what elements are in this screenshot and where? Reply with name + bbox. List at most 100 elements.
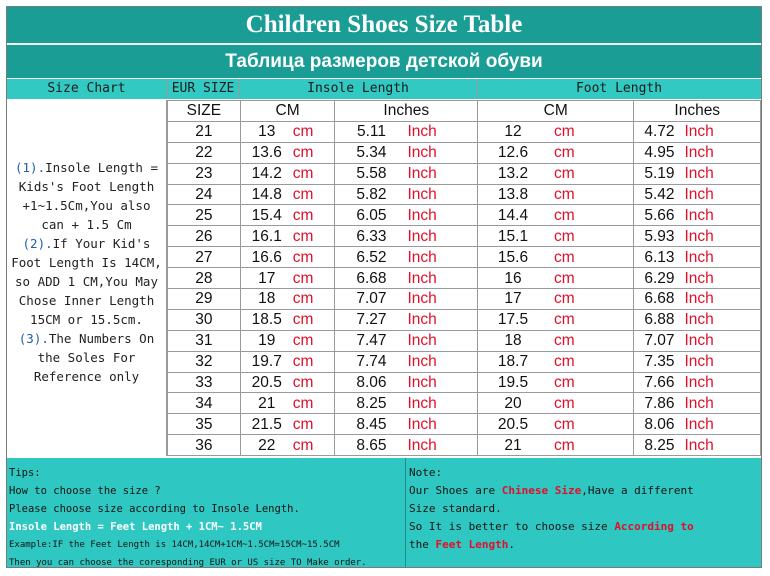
foot-cm-cell: 17 cm xyxy=(477,288,635,310)
table-row: 21 13 cm 5.11 Inch 12 cm 4.72 Inch xyxy=(167,120,761,143)
insole-inch-cell: 8.06 Inch xyxy=(334,371,479,394)
note-label: Note: xyxy=(409,466,443,479)
foot-cm-cell: 18 cm xyxy=(477,329,635,352)
eur-size-cell: 22 xyxy=(167,141,241,164)
table-row: 28 17 cm 6.68 Inch 16 cm 6.29 Inch xyxy=(167,267,761,290)
tips-formula: Insole Length = Feet Length + 1CM~ 1.5CM xyxy=(9,521,262,533)
foot-cm-cell: 12.6 cm xyxy=(477,141,635,164)
insole-inch-cell: 6.68 Inch xyxy=(334,267,479,290)
table-subheader-row: SIZE CM Inches CM Inches xyxy=(167,100,761,122)
insole-cm-cell: 22 cm xyxy=(239,434,336,457)
eur-size-cell: 25 xyxy=(167,204,241,227)
note-text: ,Have a different xyxy=(581,484,694,497)
eur-size-cell: 26 xyxy=(167,225,241,248)
foot-inch-cell: 6.13 Inch xyxy=(633,246,761,269)
eur-size-cell: 30 xyxy=(167,308,241,331)
insole-cm-cell: 21 cm xyxy=(239,392,336,415)
insole-inch-cell: 6.05 Inch xyxy=(334,204,479,227)
insole-inch-cell: 6.33 Inch xyxy=(334,225,479,248)
insole-inch-cell: 5.82 Inch xyxy=(334,183,479,206)
insole-inch-cell: 5.58 Inch xyxy=(334,162,479,185)
insole-cm-cell: 14.8 cm xyxy=(239,183,336,206)
table-row: 31 19 cm 7.47 Inch 18 cm 7.07 Inch xyxy=(167,329,761,352)
note-highlight-chinese-size: Chinese Size xyxy=(501,484,582,497)
eur-size-cell: 21 xyxy=(167,120,241,143)
foot-cm-cell: 13.8 cm xyxy=(477,183,635,206)
foot-cm-cell: 17.5 cm xyxy=(477,308,635,331)
eur-size-cell: 35 xyxy=(167,413,241,436)
note-line-3: So It is better to choose size According… xyxy=(409,518,759,536)
subheader-insole-cm: CM xyxy=(239,100,336,122)
insole-cm-cell: 17 cm xyxy=(239,267,336,290)
table-row: 33 20.5 cm 8.06 Inch 19.5 cm 7.66 Inch xyxy=(167,371,761,394)
note-text-1: Insole Length = Kids's Foot Length +1~1.… xyxy=(18,160,158,232)
foot-inch-cell: 8.25 Inch xyxy=(633,434,761,457)
insole-cm-cell: 18.5 cm xyxy=(239,308,336,331)
tips-label: Tips: xyxy=(9,467,41,479)
foot-inch-cell: 6.68 Inch xyxy=(633,288,761,310)
tips-line-5: Then you can choose the coresponding EUR… xyxy=(9,558,367,568)
note-text: So It is better to choose size xyxy=(409,520,615,533)
foot-inch-cell: 6.29 Inch xyxy=(633,267,761,290)
insole-inch-cell: 8.25 Inch xyxy=(334,392,479,415)
table-row: 35 21.5 cm 8.45 Inch 20.5 cm 8.06 Inch xyxy=(167,413,761,436)
tips-line-1: How to choose the size ? xyxy=(9,485,161,497)
insole-inch-cell: 6.52 Inch xyxy=(334,246,479,269)
table-row: 34 21 cm 8.25 Inch 20 cm 7.86 Inch xyxy=(167,392,761,415)
tips-divider xyxy=(405,458,406,567)
subheader-size: SIZE xyxy=(167,100,241,122)
size-table: SIZE CM Inches CM Inches 21 13 cm 5.11 Inch 1… xyxy=(167,100,761,457)
table-row: 26 16.1 cm 6.33 Inch 15.1 cm 5.93 Inch xyxy=(167,225,761,248)
table-row: 22 13.6 cm 5.34 Inch 12.6 cm 4.95 Inch xyxy=(167,141,761,164)
foot-cm-cell: 20.5 cm xyxy=(477,413,635,436)
note-line-2: Size standard. xyxy=(409,502,502,515)
note-section: Note: Our Shoes are Chinese Size,Have a … xyxy=(409,464,759,554)
note-text-2: If Your Kid's Foot Length Is 14CM, so AD… xyxy=(11,236,162,327)
note-number-3: (3). xyxy=(18,331,49,346)
note-line-4: the Feet Length. xyxy=(409,536,759,554)
header-insole-length: Insole Length xyxy=(240,79,477,99)
insole-cm-cell: 21.5 cm xyxy=(239,413,336,436)
eur-size-cell: 31 xyxy=(167,329,241,352)
header-size-chart: Size Chart xyxy=(7,79,167,99)
note-text-3: The Numbers On the Soles For Reference o… xyxy=(33,331,155,384)
table-row: 27 16.6 cm 6.52 Inch 15.6 cm 6.13 Inch xyxy=(167,246,761,269)
foot-inch-cell: 8.06 Inch xyxy=(633,413,761,436)
insole-inch-cell: 8.45 Inch xyxy=(334,413,479,436)
insole-cm-cell: 16.1 cm xyxy=(239,225,336,248)
insole-cm-cell: 20.5 cm xyxy=(239,371,336,394)
foot-cm-cell: 15.1 cm xyxy=(477,225,635,248)
foot-cm-cell: 12 cm xyxy=(477,120,635,143)
foot-inch-cell: 7.35 Inch xyxy=(633,350,761,373)
foot-inch-cell: 5.93 Inch xyxy=(633,225,761,248)
tips-example: Example:IF the Feet Length is 14CM,14CM+… xyxy=(9,540,340,550)
foot-inch-cell: 4.95 Inch xyxy=(633,141,761,164)
insole-inch-cell: 5.34 Inch xyxy=(334,141,479,164)
table-row: 29 18 cm 7.07 Inch 17 cm 6.68 Inch xyxy=(167,288,761,310)
eur-size-cell: 32 xyxy=(167,350,241,373)
insole-inch-cell: 7.47 Inch xyxy=(334,329,479,352)
eur-size-cell: 23 xyxy=(167,162,241,185)
size-table-frame: Children Shoes Size Table Таблица размер… xyxy=(6,6,762,568)
eur-size-cell: 34 xyxy=(167,392,241,415)
foot-inch-cell: 5.42 Inch xyxy=(633,183,761,206)
insole-cm-cell: 19.7 cm xyxy=(239,350,336,373)
note-line-1: Our Shoes are Chinese Size,Have a differ… xyxy=(409,482,759,500)
page-subtitle: Таблица размеров детской обуви xyxy=(7,44,761,78)
insole-inch-cell: 5.11 Inch xyxy=(334,120,479,143)
foot-cm-cell: 14.4 cm xyxy=(477,204,635,227)
insole-cm-cell: 15.4 cm xyxy=(239,204,336,227)
table-row: 24 14.8 cm 5.82 Inch 13.8 cm 5.42 Inch xyxy=(167,183,761,206)
tips-panel: Tips: How to choose the size ? Please ch… xyxy=(7,458,761,568)
size-chart-notes: (1).Insole Length = Kids's Foot Length +… xyxy=(7,100,167,456)
subheader-foot-cm: CM xyxy=(477,100,635,122)
foot-cm-cell: 20 cm xyxy=(477,392,635,415)
subheader-foot-inches: Inches xyxy=(633,100,761,122)
insole-inch-cell: 8.65 Inch xyxy=(334,434,479,457)
foot-inch-cell: 7.07 Inch xyxy=(633,329,761,352)
insole-inch-cell: 7.07 Inch xyxy=(334,288,479,310)
foot-inch-cell: 7.66 Inch xyxy=(633,371,761,394)
insole-cm-cell: 18 cm xyxy=(239,288,336,310)
eur-size-cell: 28 xyxy=(167,267,241,290)
foot-inch-cell: 4.72 Inch xyxy=(633,120,761,143)
